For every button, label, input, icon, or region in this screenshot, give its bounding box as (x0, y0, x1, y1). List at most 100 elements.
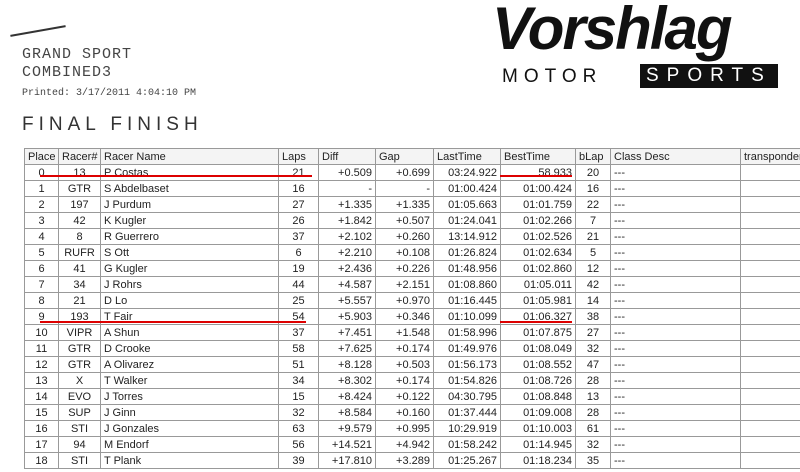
column-header: BestTime (500, 148, 576, 165)
cell: 10:29.919 (433, 420, 501, 437)
result-row: 15 SUP J Ginn 32 +8.584 +0.160 01:37.444 01:09.… (24, 404, 800, 421)
cell: --- (610, 436, 741, 453)
cell: --- (610, 292, 741, 309)
cell: 178 (740, 420, 800, 437)
cell: 19 (278, 260, 319, 277)
cell: SUP (58, 404, 101, 421)
cell: 37 (278, 228, 319, 245)
cell: 6 (278, 244, 319, 261)
cell: 58.933 (500, 164, 576, 181)
cell: +5.557 (318, 292, 376, 309)
cell: +1.548 (375, 324, 434, 341)
result-row: 7 34 J Rohrs 44 +4.587 +2.151 01:08.860 01:05.0… (24, 276, 800, 293)
cell: J Rohrs (100, 276, 279, 293)
cell: 2 (24, 196, 59, 213)
series-name: GRAND SPORT (22, 46, 133, 63)
cell: 01:08.552 (500, 356, 576, 373)
cell: 173 (740, 180, 800, 197)
cell: 172 (740, 388, 800, 405)
cell: 176 (740, 276, 800, 293)
cell: 11 (24, 340, 59, 357)
cell: 21 (278, 164, 319, 181)
cell: 28 (575, 404, 611, 421)
cell: 13:14.912 (433, 228, 501, 245)
cell: +8.584 (318, 404, 376, 421)
cell: 04:30.795 (433, 388, 501, 405)
cell: 13 (58, 164, 101, 181)
highlight-underline (40, 321, 306, 323)
cell: +8.424 (318, 388, 376, 405)
cell: S Ott (100, 244, 279, 261)
cell: 63 (278, 420, 319, 437)
cell: +0.174 (375, 340, 434, 357)
cell: --- (610, 212, 741, 229)
cell: 27 (278, 196, 319, 213)
cell: 177 (740, 404, 800, 421)
result-row: 6 41 G Kugler 19 +2.436 +0.226 01:48.956 01:02.… (24, 260, 800, 277)
cell: +0.503 (375, 356, 434, 373)
header-row: Place Racer# Racer Name Laps Diff Gap LastTime… (24, 148, 800, 165)
cell: 42 (58, 212, 101, 229)
cell: 177 (740, 356, 800, 373)
cell: 26 (278, 212, 319, 229)
cell: +17.810 (318, 452, 376, 469)
cell: --- (610, 308, 741, 325)
cell: 5 (575, 244, 611, 261)
cell: A Olivarez (100, 356, 279, 373)
cell: 12 (24, 356, 59, 373)
cell: 16 (575, 180, 611, 197)
cell: D Lo (100, 292, 279, 309)
column-header: Racer Name (100, 148, 279, 165)
cell: 8 (58, 228, 101, 245)
cell: 7 (24, 276, 59, 293)
cell: +1.335 (318, 196, 376, 213)
cell: J Ginn (100, 404, 279, 421)
cell: 21 (575, 228, 611, 245)
cell: +2.436 (318, 260, 376, 277)
cell: 94 (58, 436, 101, 453)
cell: +0.160 (375, 404, 434, 421)
result-row: 14 EVO J Torres 15 +8.424 +0.122 04:30.795 01:0… (24, 388, 800, 405)
cell: 61 (575, 420, 611, 437)
cell: 5 (24, 244, 59, 261)
logo-sub: MOTOR (502, 66, 603, 87)
cell: +4.942 (375, 436, 434, 453)
cell: 01:10.099 (433, 308, 501, 325)
column-header: Racer# (58, 148, 101, 165)
highlight-underline (40, 175, 312, 177)
cell: 18 (24, 452, 59, 469)
cell: 177 (740, 324, 800, 341)
cell: 35 (575, 452, 611, 469)
cell: 01:09.008 (500, 404, 576, 421)
cell: 01:37.444 (433, 404, 501, 421)
cell: 10 (24, 324, 59, 341)
result-row: 2 197 J Purdum 27 +1.335 +1.335 01:05.663 01:01… (24, 196, 800, 213)
cell: --- (610, 164, 741, 181)
result-row: 12 GTR A Olivarez 51 +8.128 +0.503 01:56.173 01… (24, 356, 800, 373)
cell: D Crooke (100, 340, 279, 357)
column-header: Gap (375, 148, 434, 165)
cell: --- (610, 324, 741, 341)
cell: 22 (575, 196, 611, 213)
result-row: 17 94 M Endorf 56 +14.521 +4.942 01:58.242 01:1… (24, 436, 800, 453)
printed-date: Printed: 3/17/2011 4:04:10 PM (22, 88, 197, 99)
cell: 12 (575, 260, 611, 277)
cell: +0.509 (318, 164, 376, 181)
cell: 03:24.922 (433, 164, 501, 181)
cell: J Torres (100, 388, 279, 405)
cell: +0.174 (375, 372, 434, 389)
cell: --- (610, 356, 741, 373)
result-row: 3 42 K Kugler 26 +1.842 +0.507 01:24.041 01:02.… (24, 212, 800, 229)
cell: +0.995 (375, 420, 434, 437)
cell: 42 (575, 276, 611, 293)
cell: 25 (278, 292, 319, 309)
cell: GTR (58, 180, 101, 197)
result-row: 13 X T Walker 34 +8.302 +0.174 01:54.826 01:08.… (24, 372, 800, 389)
cell: 37 (278, 324, 319, 341)
cell: 177 (740, 260, 800, 277)
cell: 8 (24, 292, 59, 309)
cell: 01:26.824 (433, 244, 501, 261)
cell: RUFR (58, 244, 101, 261)
cell: EVO (58, 388, 101, 405)
cell: 16 (24, 420, 59, 437)
